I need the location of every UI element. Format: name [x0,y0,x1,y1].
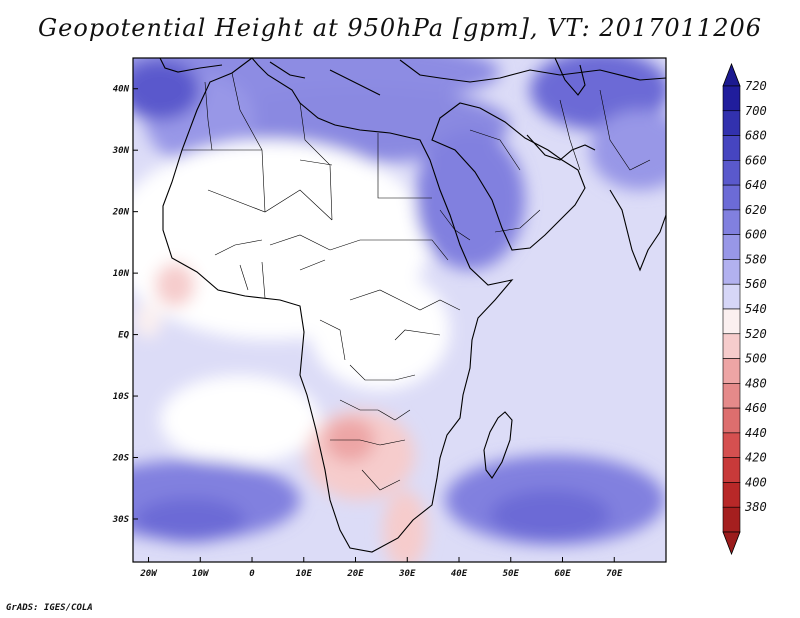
height-field [133,58,666,562]
field-congo [310,270,450,390]
colorbar-swatch [722,209,741,235]
lon-tick-label: 30E [398,569,416,579]
lat-tick-label: 10S [113,392,130,402]
colorbar-swatch [722,432,741,458]
field-atlantic-low [134,302,162,338]
colorbar-swatch [722,283,741,310]
colorbar-level-label: 380 [744,500,767,514]
colorbar-level-label: 600 [745,228,767,242]
arabia-coastline [431,102,586,251]
lat-tick-label: 20S [112,454,130,464]
colorbar-level-label: 540 [745,302,767,316]
lat-tick-label: 30N [112,146,130,156]
colorbar-swatch [722,506,741,533]
lon-tick-label: 60E [554,569,571,579]
colorbar-level-label: 560 [745,277,767,291]
colorbar-swatch [722,383,741,409]
field-iberia [133,60,200,120]
colorbar-swatch [722,482,741,508]
lon-tick-label: 10W [192,569,210,579]
colorbar-swatch [722,457,741,483]
grads-credit: GrADS: IGES/COLA [6,603,93,613]
colorbar-level-label: 620 [745,203,767,217]
field-southeast-atlantic [160,375,320,465]
colorbar-level-label: 460 [745,401,767,415]
field-channel-low [383,490,427,562]
field-pakistan [590,110,666,190]
map-title: Geopotential Height at 950hPa [gpm], VT:… [38,14,762,42]
country-borders [182,72,651,491]
colorbar-level-label: 700 [745,104,767,118]
coastlines [159,57,667,553]
colorbar-swatch [722,358,741,384]
colorbar-swatch [722,160,741,186]
colorbar: 720 700 680 660 640 620 600 580 560 540 520 500 480 4… [722,62,767,556]
colorbar-swatch [722,308,741,335]
field-guinea-low [155,263,195,307]
lon-tick-label: 0 [249,569,255,579]
latitude-axis: 40N 30N 20N 10N EQ 10S 20S 30S [112,85,138,525]
field-red-sea [415,130,525,270]
colorbar-swatch [722,407,741,434]
colorbar-swatch [722,259,741,285]
colorbar-level-label: 580 [745,252,767,266]
colorbar-top-arrow [722,62,741,87]
field-sa-high-inner [135,498,245,542]
caspian-sea [554,57,586,96]
colorbar-level-label: 680 [745,129,767,143]
colorbar-level-label: 400 [745,475,767,489]
field-si-high-inner [490,490,610,540]
lon-tick-label: 20W [139,569,158,579]
colorbar-level-label: 520 [745,327,767,341]
africa-coastline [162,57,514,553]
lat-tick-label: 30S [112,515,130,525]
madagascar-coastline [483,411,513,479]
colorbar-bottom-arrow [722,531,741,556]
colorbar-level-label: 480 [745,376,767,390]
lat-tick-label: 10N [113,269,130,279]
colorbar-swatch [722,333,741,359]
colorbar-level-label: 500 [745,352,767,366]
colorbar-swatch [722,110,741,136]
lat-tick-label: 20N [112,208,130,218]
lon-tick-label: 10E [296,569,313,579]
colorbar-swatch [722,234,741,260]
persian-gulf [526,134,596,161]
colorbar-swatch [722,184,741,211]
colorbar-level-label: 440 [745,426,767,440]
lon-tick-label: 40E [451,569,468,579]
colorbar-level-label: 660 [745,153,767,167]
lon-tick-label: 20E [346,569,364,579]
lat-tick-label: 40N [113,85,130,95]
europe-coastline [159,57,667,96]
lat-tick-label: EQ [118,331,129,341]
lon-tick-label: 70E [606,569,623,579]
plot-frame [132,57,667,563]
colorbar-swatch [722,85,741,112]
colorbar-level-label: 420 [745,451,767,465]
lon-tick-label: 50E [503,569,520,579]
colorbar-level-label: 720 [745,79,767,93]
colorbar-swatch [722,135,741,161]
longitude-axis: 20W 10W 0 10E 20E 30E 40E 50E 60E 70E [139,557,623,579]
india-coastline [609,189,667,272]
colorbar-level-label: 640 [745,178,767,192]
